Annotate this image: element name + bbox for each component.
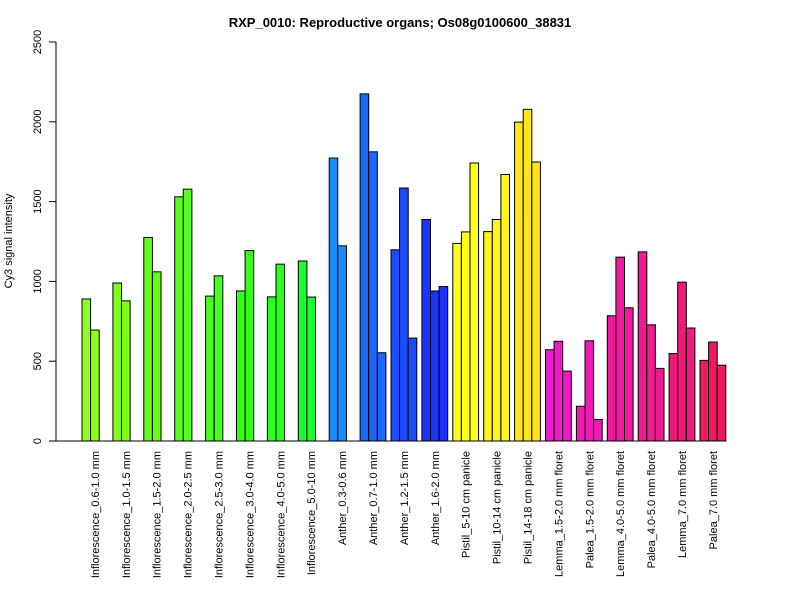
bar bbox=[452, 242, 462, 442]
category-label: Pistil_14-18 cm panicle bbox=[523, 451, 535, 564]
bar bbox=[460, 231, 471, 442]
bar bbox=[606, 315, 617, 442]
bar bbox=[90, 329, 100, 442]
bar bbox=[469, 162, 480, 442]
category-label: Anther_0.3-0.6 mm bbox=[337, 451, 349, 545]
bar bbox=[266, 296, 277, 442]
y-tick-label: 500 bbox=[32, 352, 44, 370]
category-label: Pistil_5-10 cm panicle bbox=[461, 451, 473, 558]
bar bbox=[562, 370, 572, 442]
bar bbox=[297, 260, 308, 442]
bar bbox=[182, 188, 193, 442]
category-labels: Inflorescence_0.6-1.0 mm Inflorescence_1.… bbox=[90, 451, 720, 578]
bar bbox=[491, 218, 502, 442]
bar bbox=[483, 231, 493, 442]
bar bbox=[399, 187, 409, 442]
y-tick-label: 1000 bbox=[32, 269, 44, 293]
category-label: Anther_1.2-1.5 mm bbox=[399, 451, 411, 545]
bar bbox=[654, 367, 665, 442]
y-axis-ticks: 0 500 1000 1500 2000 2500 bbox=[32, 30, 56, 444]
category-label: Inflorescence_1.0-1.5 mm bbox=[121, 451, 133, 578]
bar bbox=[685, 327, 696, 442]
y-axis-label: Cy3 signal intensity bbox=[3, 193, 15, 288]
category-label: Pistil_10-14 cm panicle bbox=[492, 451, 504, 564]
category-label: Inflorescence_4.0-5.0 mm bbox=[275, 451, 287, 578]
bar bbox=[708, 341, 718, 442]
bar bbox=[174, 196, 184, 442]
bar bbox=[637, 251, 648, 442]
y-tick-label: 0 bbox=[32, 438, 44, 444]
bar bbox=[328, 157, 339, 442]
category-label: Palea_7.0 mm floret bbox=[708, 451, 720, 549]
category-label: Inflorescence_5.0-10 mm bbox=[306, 451, 318, 575]
bar bbox=[584, 340, 595, 442]
bar bbox=[306, 296, 316, 442]
bar bbox=[390, 249, 401, 442]
bar bbox=[545, 349, 555, 442]
category-label: Inflorescence_1.5-2.0 mm bbox=[152, 451, 164, 578]
bar bbox=[407, 337, 418, 442]
category-label: Lemma_1.5-2.0 mm floret bbox=[553, 451, 565, 577]
category-label: Palea_4.0-5.0 mm floret bbox=[646, 451, 658, 568]
category-label: Inflorescence_2.5-3.0 mm bbox=[214, 451, 226, 578]
bar bbox=[668, 353, 679, 442]
bar bbox=[677, 281, 687, 442]
bar bbox=[438, 286, 449, 442]
bar bbox=[531, 161, 541, 442]
category-label: Anther_0.7-1.0 mm bbox=[368, 451, 380, 545]
bar bbox=[236, 290, 246, 442]
bar bbox=[359, 93, 370, 442]
bar bbox=[244, 250, 255, 442]
bar bbox=[500, 173, 510, 442]
chart-title: RXP_0010: Reproductive organs; Os08g0100… bbox=[229, 15, 572, 30]
bar bbox=[615, 256, 626, 442]
category-label: Palea_1.5-2.0 mm floret bbox=[584, 451, 596, 568]
bar bbox=[430, 290, 440, 442]
bar bbox=[575, 405, 586, 442]
category-label: Inflorescence_2.0-2.5 mm bbox=[183, 451, 195, 578]
bar bbox=[151, 271, 162, 442]
bar bbox=[112, 282, 123, 442]
category-label: Inflorescence_3.0-4.0 mm bbox=[244, 451, 256, 578]
category-label: Lemma_7.0 mm floret bbox=[677, 451, 689, 558]
bar bbox=[81, 298, 92, 442]
y-tick-label: 1500 bbox=[32, 189, 44, 213]
bar bbox=[699, 359, 710, 442]
bar bbox=[205, 295, 215, 442]
bar bbox=[275, 263, 286, 442]
bar bbox=[593, 418, 603, 442]
bar bbox=[337, 245, 347, 442]
category-label: Inflorescence_0.6-1.0 mm bbox=[90, 451, 102, 578]
bar bbox=[376, 352, 387, 442]
bar bbox=[514, 121, 524, 442]
bar bbox=[646, 324, 656, 442]
bar bbox=[121, 300, 131, 442]
bar bbox=[624, 307, 634, 442]
category-label: Lemma_4.0-5.0 mm floret bbox=[615, 451, 627, 577]
bar bbox=[368, 151, 378, 442]
bar bbox=[716, 364, 727, 442]
bar bbox=[143, 237, 153, 442]
bar bbox=[553, 340, 564, 442]
category-label: Anther_1.6-2.0 mm bbox=[430, 451, 442, 545]
y-tick-label: 2500 bbox=[32, 30, 44, 54]
y-tick-label: 2000 bbox=[32, 110, 44, 134]
bar bbox=[421, 218, 431, 442]
bars bbox=[81, 93, 727, 442]
bar bbox=[213, 275, 224, 442]
bar bbox=[522, 108, 533, 442]
